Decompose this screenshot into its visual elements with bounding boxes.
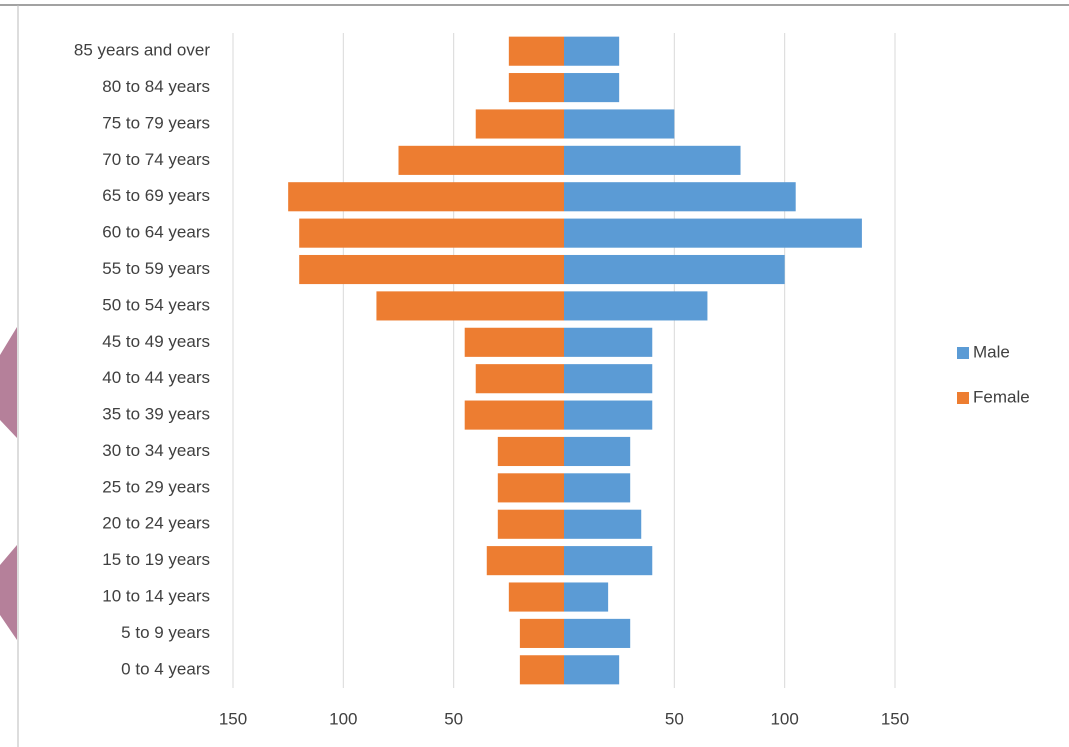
y-tick-label: 0 to 4 years: [121, 659, 210, 678]
y-tick-label: 30 to 34 years: [102, 441, 210, 460]
bar: [564, 36, 620, 66]
bar: [464, 327, 564, 357]
x-tick-label: 100: [770, 709, 798, 728]
bar: [564, 73, 620, 103]
x-tick-label: 50: [444, 709, 463, 728]
bar: [519, 655, 564, 685]
bar: [486, 546, 564, 576]
decoration: [0, 545, 17, 640]
bar: [519, 618, 564, 648]
bar: [564, 546, 653, 576]
decoration: [0, 327, 17, 438]
y-tick-label: 85 years and over: [74, 41, 210, 60]
y-tick-label: 35 to 39 years: [102, 405, 210, 424]
y-tick-label: 60 to 64 years: [102, 223, 210, 242]
y-tick-label: 15 to 19 years: [102, 550, 210, 569]
bar: [564, 436, 631, 467]
x-tick-label: 150: [219, 709, 247, 728]
bar: [288, 182, 564, 212]
bar: [299, 218, 564, 248]
bar: [508, 582, 564, 612]
bar: [497, 473, 564, 503]
bar: [564, 364, 653, 394]
bar: [564, 509, 642, 539]
y-tick-label: 45 to 49 years: [102, 332, 210, 351]
bar: [475, 109, 564, 139]
y-tick-label: 5 to 9 years: [121, 623, 210, 642]
legend-label: Female: [973, 387, 1030, 406]
bar: [475, 364, 564, 394]
x-tick-label: 100: [329, 709, 357, 728]
bar: [564, 145, 741, 175]
bar: [564, 618, 631, 648]
y-tick-label: 70 to 74 years: [102, 150, 210, 169]
y-tick-label: 40 to 44 years: [102, 368, 210, 387]
bar: [564, 327, 653, 357]
legend-swatch: [957, 392, 969, 404]
bar: [508, 73, 564, 103]
bar: [564, 182, 796, 212]
plot-area: 150 100 50 50 100 150 0 to 4 years 5 to 9 years…: [74, 33, 1030, 728]
bar: [564, 291, 708, 321]
bar: [299, 254, 564, 285]
y-tick-label: 50 to 54 years: [102, 295, 210, 314]
legend-swatch: [957, 347, 969, 359]
bar: [564, 109, 675, 139]
bar: [564, 218, 862, 248]
bar: [497, 509, 564, 539]
bar: [564, 254, 785, 285]
x-tick-label: 50: [665, 709, 684, 728]
x-tick-label: 150: [881, 709, 909, 728]
bar: [508, 36, 564, 66]
bar: [398, 145, 564, 175]
y-tick-label: 75 to 79 years: [102, 113, 210, 132]
bar: [376, 291, 564, 321]
bar: [564, 655, 620, 685]
bar: [564, 473, 631, 503]
bar: [464, 400, 564, 430]
y-tick-label: 20 to 24 years: [102, 514, 210, 533]
legend-label: Male: [973, 342, 1010, 361]
bar: [564, 582, 609, 612]
bar: [497, 436, 564, 467]
bar: [564, 400, 653, 430]
y-tick-label: 10 to 14 years: [102, 587, 210, 606]
y-tick-label: 25 to 29 years: [102, 477, 210, 496]
y-tick-label: 55 to 59 years: [102, 259, 210, 278]
y-tick-label: 80 to 84 years: [102, 77, 210, 96]
y-tick-label: 65 to 69 years: [102, 186, 210, 205]
